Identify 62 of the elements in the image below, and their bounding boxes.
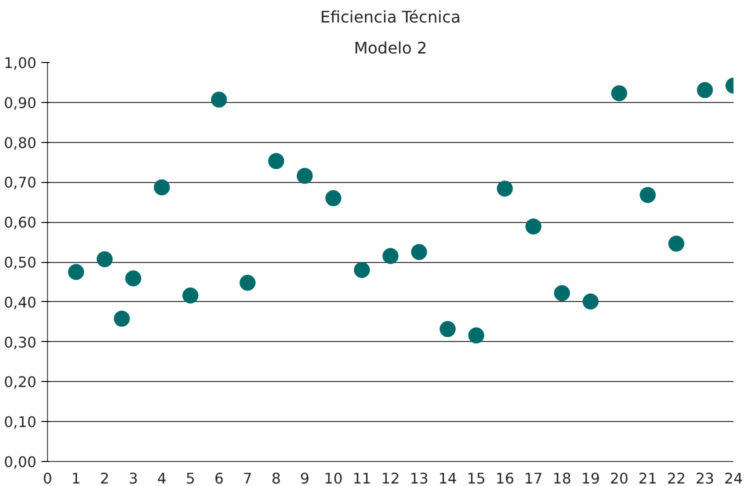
x-tick-label: 4 [157, 470, 166, 486]
y-tick-label: 0,30 [4, 334, 37, 352]
x-tick-label: 23 [696, 470, 714, 486]
x-tick-label: 12 [381, 470, 400, 486]
chart-title: Eficiencia Técnica [320, 8, 461, 26]
x-tick-label: 1 [71, 470, 81, 486]
x-tick-label: 21 [638, 470, 658, 486]
chart-subtitle: Modelo 2 [354, 38, 428, 58]
point [240, 274, 256, 291]
y-tick-label: 0,90 [4, 94, 37, 112]
x-tick-label: 9 [300, 470, 310, 486]
point [114, 310, 130, 327]
point [211, 92, 227, 108]
y-tick-label: 0,80 [4, 134, 37, 152]
y-tick-label: 0,40 [4, 294, 37, 312]
point [668, 236, 684, 252]
x-tick-label: 5 [186, 470, 196, 486]
x-tick-label: 13 [410, 470, 428, 486]
y-tick-label: 0,60 [4, 214, 37, 232]
x-tick-label: 22 [667, 470, 686, 486]
point [268, 153, 284, 170]
x-tick-label: 18 [552, 470, 572, 486]
x-tick-label: 6 [214, 470, 224, 486]
x-tick-label: 8 [272, 470, 281, 486]
point [354, 262, 370, 278]
x-tick-label: 19 [581, 470, 600, 486]
x-tick-label: 10 [324, 470, 343, 486]
y-tick-label: 0,70 [4, 174, 37, 192]
x-tick-label: 7 [242, 470, 252, 486]
x-tick-label: 2 [100, 470, 110, 486]
point [496, 180, 513, 197]
y-tick-label: 0,10 [4, 414, 37, 432]
point [640, 186, 656, 203]
x-tick-label: 16 [496, 470, 514, 486]
y-tick-label: 0,50 [4, 254, 37, 272]
x-tick-label: 20 [610, 470, 628, 486]
x-tick-label: 15 [466, 470, 486, 486]
point [182, 288, 198, 304]
point [696, 82, 713, 98]
point [96, 251, 113, 268]
y-tick-label: 1,00 [4, 55, 37, 72]
x-tick-label: 11 [352, 470, 372, 486]
point [411, 244, 428, 260]
point [325, 190, 342, 206]
x-tick-label: 17 [524, 470, 543, 486]
point [582, 294, 599, 310]
point [611, 85, 628, 102]
point [525, 218, 542, 234]
point [125, 270, 142, 286]
point [296, 168, 313, 184]
point [154, 179, 170, 196]
point [440, 321, 456, 338]
x-tick-label: 14 [438, 470, 457, 486]
point [382, 248, 398, 264]
y-tick-label: 0,20 [4, 374, 37, 392]
point [468, 327, 484, 344]
x-tick-label: 3 [128, 470, 138, 486]
y-tick-label: 0,00 [4, 454, 37, 471]
point [68, 264, 84, 280]
x-tick-label: 0 [42, 470, 52, 486]
x-tick-label: 24 [724, 470, 743, 486]
point [554, 285, 570, 302]
